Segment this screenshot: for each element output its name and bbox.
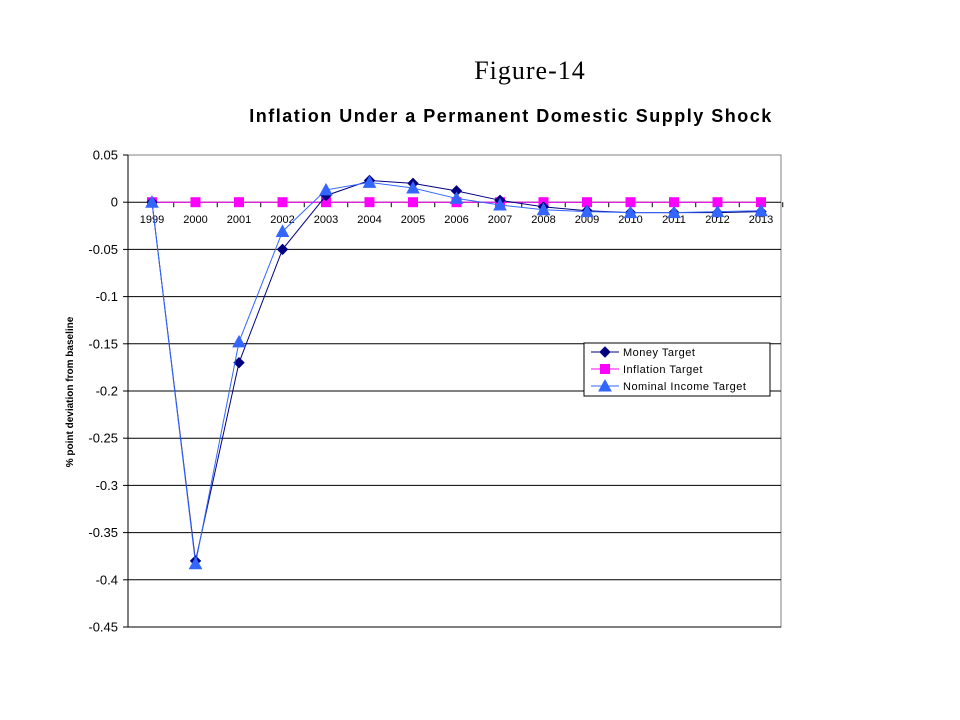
legend-label-inflation-target: Inflation Target xyxy=(623,364,703,376)
x-tick-label: 2000 xyxy=(183,214,207,226)
data-point-nominal-income-target xyxy=(275,224,290,237)
x-tick-label: 2001 xyxy=(227,214,251,226)
data-point-inflation-target xyxy=(364,197,375,208)
data-point-nominal-income-target xyxy=(406,180,420,194)
data-point-nominal-income-target xyxy=(319,182,333,196)
y-tick-label: -0.35 xyxy=(88,525,118,540)
data-point-nominal-income-target xyxy=(710,204,725,218)
x-tick-label: 2008 xyxy=(531,214,555,226)
data-point-nominal-income-target xyxy=(667,205,681,219)
y-tick-label: 0 xyxy=(111,195,118,210)
data-point-inflation-target xyxy=(234,197,244,208)
y-tick-labels: 0.05 0 -0.05 -0.1 -0.15 -0.2 -0.25 -0.3 -0.35 -0.… xyxy=(88,148,118,635)
figure-label: Figure-14 xyxy=(474,56,586,85)
legend: Money Target Inflation Target Nominal Inco… xyxy=(583,342,771,397)
x-tick-label: 2007 xyxy=(488,214,512,226)
data-point-inflation-target xyxy=(625,197,636,208)
legend-marker-money-target xyxy=(599,346,611,358)
y-tick-label: -0.2 xyxy=(96,384,118,399)
y-tick-label: -0.4 xyxy=(96,572,118,587)
chart-title: Inflation Under a Permanent Domestic Sup… xyxy=(249,106,773,126)
data-point-nominal-income-target xyxy=(449,191,464,204)
x-tick-label: 2002 xyxy=(270,214,294,226)
y-axis-label: % point deviation from baseline xyxy=(65,316,76,467)
x-tick-label: 2013 xyxy=(749,214,773,226)
data-point-inflation-target xyxy=(408,197,418,208)
data-point-nominal-income-target xyxy=(232,334,246,348)
data-point-nominal-income-target xyxy=(623,205,638,219)
data-point-nominal-income-target xyxy=(754,203,768,217)
x-tick-label: 2003 xyxy=(314,214,338,226)
data-point-inflation-target xyxy=(190,197,201,208)
x-tick-label: 2006 xyxy=(444,214,468,226)
data-point-nominal-income-target xyxy=(493,197,507,211)
data-point-nominal-income-target xyxy=(580,204,594,218)
x-tick-label: 2009 xyxy=(575,214,599,226)
legend-marker-inflation-target xyxy=(600,364,610,374)
legend-label-money-target: Money Target xyxy=(623,347,695,359)
y-tick-label: 0.05 xyxy=(93,148,118,163)
y-tick-label: -0.1 xyxy=(96,289,118,304)
data-point-nominal-income-target xyxy=(536,202,551,216)
legend-marker-nominal-income-target xyxy=(598,378,612,392)
x-tick-label: 2005 xyxy=(401,214,425,226)
x-tick-label: 2004 xyxy=(357,214,381,226)
data-point-inflation-target xyxy=(277,197,288,208)
y-tick-label: -0.25 xyxy=(88,431,118,446)
data-point-nominal-income-target xyxy=(145,195,159,208)
x-tick-labels: 1999 2000 2001 2002 2003 2004 2005 2006 2007 2008… xyxy=(140,214,773,226)
x-tick-label: 1999 xyxy=(140,214,164,226)
y-tick-label: -0.45 xyxy=(88,620,118,635)
data-point-money-target xyxy=(276,243,289,256)
data-point-nominal-income-target xyxy=(188,556,203,570)
series-lines xyxy=(145,174,768,570)
x-tick-label: 2012 xyxy=(705,214,729,226)
y-tick-label: -0.15 xyxy=(88,336,118,351)
y-tick-label: -0.3 xyxy=(96,478,118,493)
data-point-nominal-income-target xyxy=(362,175,377,188)
data-point-inflation-target xyxy=(669,197,679,208)
legend-label-nominal-income-target: Nominal Income Target xyxy=(623,381,746,393)
y-tick-label: -0.05 xyxy=(88,242,118,257)
